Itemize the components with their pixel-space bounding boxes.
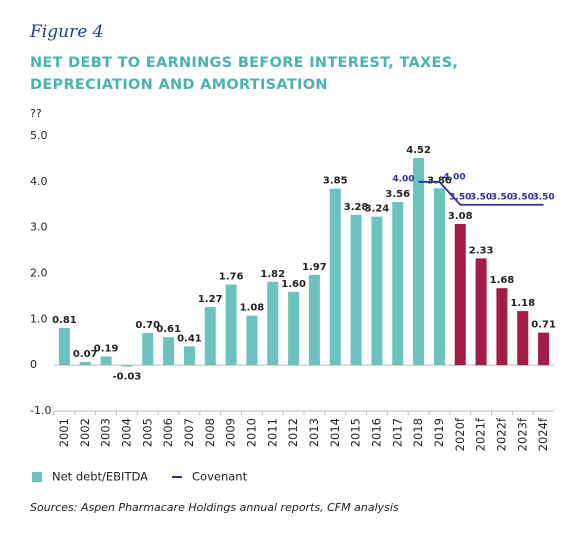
- x-tick-label: 2022f: [494, 417, 508, 451]
- x-tick-label: 2003: [99, 418, 113, 447]
- x-tick-label: 2017: [390, 418, 404, 447]
- bar: [517, 311, 529, 366]
- data-label: 2.33: [469, 245, 494, 256]
- bar: [288, 291, 300, 366]
- x-tick-label: 2006: [161, 418, 175, 447]
- data-label: 3.08: [448, 211, 473, 222]
- data-label: 3.56: [385, 189, 410, 200]
- x-tick-label: 2018: [411, 418, 425, 447]
- covenant-label: 3.50: [470, 192, 492, 202]
- data-label: 1.68: [490, 275, 515, 286]
- x-tick-label: 2021f: [474, 417, 488, 451]
- bar: [433, 188, 445, 366]
- x-tick-label: 2015: [349, 418, 363, 447]
- covenant-label: 3.50: [449, 192, 471, 202]
- x-tick-label: 2001: [57, 418, 71, 447]
- data-label: 1.08: [240, 303, 265, 314]
- covenant-label: 3.50: [512, 192, 534, 202]
- data-label: 0.19: [94, 343, 119, 354]
- y-tick-label: 1.0: [30, 312, 48, 325]
- x-tick-label: 2004: [119, 418, 133, 447]
- data-label: 3.28: [344, 202, 369, 213]
- x-tick-label: 2007: [182, 418, 196, 447]
- bar: [454, 224, 466, 366]
- bar: [142, 333, 154, 366]
- x-tick-label: 2020f: [453, 417, 467, 451]
- data-label: 0.07: [73, 349, 98, 360]
- bar: [538, 332, 550, 366]
- figure-label: Figure 4: [30, 22, 104, 42]
- y-tick-label: 4.0: [30, 175, 48, 188]
- bar: [121, 365, 133, 367]
- covenant-line: [418, 180, 544, 206]
- bar: [496, 288, 508, 366]
- data-label: 1.60: [281, 279, 306, 290]
- data-label: 3.85: [323, 176, 348, 187]
- bar: [163, 337, 175, 366]
- y-tick-label: 3.0: [30, 221, 48, 234]
- bar: [413, 158, 425, 366]
- data-label: 0.81: [52, 315, 77, 326]
- data-label: 1.76: [219, 272, 244, 283]
- bar: [183, 346, 195, 366]
- y-tick-label: 2.0: [30, 267, 48, 280]
- covenant-label: 3.50: [491, 192, 513, 202]
- data-label: 1.18: [510, 298, 535, 309]
- data-label: 3.24: [365, 204, 390, 215]
- covenant-label: 4.00: [443, 172, 465, 182]
- bar: [267, 281, 279, 366]
- x-tick-label: 2005: [140, 418, 154, 447]
- covenant-label: 3.50: [532, 192, 554, 202]
- bar: [475, 258, 487, 366]
- legend-label: Net debt/EBITDA: [52, 470, 148, 484]
- legend-swatch: [32, 472, 42, 482]
- data-label: 1.97: [302, 262, 327, 273]
- x-tick-label: 2019: [432, 418, 446, 447]
- data-label: 4.52: [406, 145, 431, 156]
- y-tick-label: -1.0: [30, 404, 51, 417]
- x-tick-label: 2014: [328, 418, 342, 447]
- bar: [329, 188, 341, 366]
- data-label: 1.27: [198, 294, 223, 305]
- bar: [350, 214, 362, 366]
- bar: [100, 356, 112, 366]
- x-tick-label: 2009: [224, 418, 238, 447]
- bar: [392, 202, 404, 366]
- bar: [371, 216, 383, 366]
- covenant-label: 4.00: [392, 174, 414, 184]
- data-label: 0.70: [135, 320, 160, 331]
- y-tick-label: 0: [30, 358, 37, 371]
- bar: [308, 274, 320, 366]
- x-tick-label: 2016: [369, 418, 383, 447]
- bar: [246, 315, 258, 366]
- x-tick-label: 2012: [286, 418, 300, 447]
- x-tick-label: 2011: [265, 418, 279, 447]
- x-tick-label: 2008: [203, 418, 217, 447]
- y-axis-label: ??: [30, 107, 42, 120]
- source: Sources: Aspen Pharmacare Holdings annua…: [30, 501, 399, 514]
- x-tick-label: 2024f: [536, 417, 550, 451]
- x-tick-label: 2010: [244, 418, 258, 447]
- data-label: 1.82: [260, 269, 285, 280]
- x-tick-label: 2013: [307, 418, 321, 447]
- bar: [204, 306, 216, 366]
- data-label: 3.86: [427, 175, 452, 186]
- y-tick-label: 5.0: [30, 129, 48, 142]
- bar: [79, 361, 91, 366]
- x-tick-label: 2002: [78, 418, 92, 447]
- x-tick-label: 2023f: [515, 417, 529, 451]
- data-label: 0.71: [531, 320, 556, 331]
- data-label: 0.61: [156, 324, 181, 335]
- bar: [225, 284, 237, 366]
- legend-label: Covenant: [192, 470, 248, 484]
- data-label: 0.41: [177, 333, 202, 344]
- data-label: -0.03: [113, 372, 142, 383]
- bar: [58, 328, 70, 366]
- chart-title: NET DEBT TO EARNINGS BEFORE INTEREST, TA…: [30, 55, 459, 93]
